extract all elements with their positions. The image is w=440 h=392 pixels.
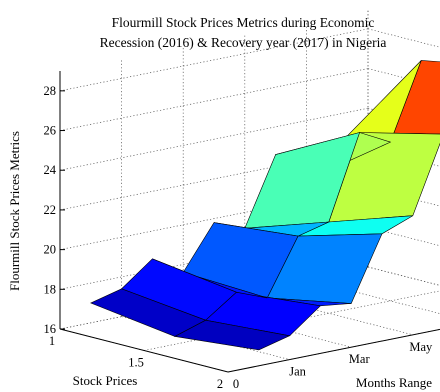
z-tick-label: 22 bbox=[44, 203, 57, 217]
axes-frame bbox=[59, 71, 440, 373]
z-tick-label: 20 bbox=[44, 243, 57, 257]
surface-patch bbox=[90, 288, 207, 337]
z-tick-label: 28 bbox=[44, 84, 57, 98]
chart-title-line-2: Recession (2016) & Recovery year (2017) … bbox=[100, 35, 387, 50]
grid-line-z bbox=[59, 28, 369, 92]
z-tick-label: 26 bbox=[44, 124, 57, 138]
y-axis-line bbox=[227, 328, 440, 373]
x-tick-label: 1.5 bbox=[128, 356, 144, 370]
y-axis-label: Months Range bbox=[356, 375, 432, 390]
chart-title-line-1: Flourmill Stock Prices Metrics during Ec… bbox=[112, 15, 375, 30]
z-axis-label: Flourmill Stock Prices Metrics bbox=[7, 131, 22, 291]
y-tick-label: Mar bbox=[349, 352, 371, 366]
y-tick-label: Jan bbox=[289, 365, 306, 379]
y-tick-label: 0 bbox=[233, 377, 239, 391]
surface-patches bbox=[90, 60, 440, 351]
grid-line-z bbox=[367, 266, 440, 286]
y-tick-label: May bbox=[409, 340, 433, 354]
z-tick-label: 16 bbox=[44, 322, 57, 336]
x-tick-label: 2 bbox=[217, 377, 223, 391]
x-axis-line bbox=[59, 328, 229, 373]
x-tick-label: 1 bbox=[49, 334, 55, 348]
grid-line-z bbox=[59, 68, 369, 131]
grid-line-z bbox=[59, 107, 369, 171]
x-axis-label: Stock Prices bbox=[73, 373, 138, 388]
chart-title: Flourmill Stock Prices Metrics during Ec… bbox=[100, 15, 387, 50]
z-tick-label: 24 bbox=[44, 163, 57, 177]
grid-line-floor bbox=[367, 266, 440, 286]
z-tick-label: 18 bbox=[44, 282, 57, 296]
